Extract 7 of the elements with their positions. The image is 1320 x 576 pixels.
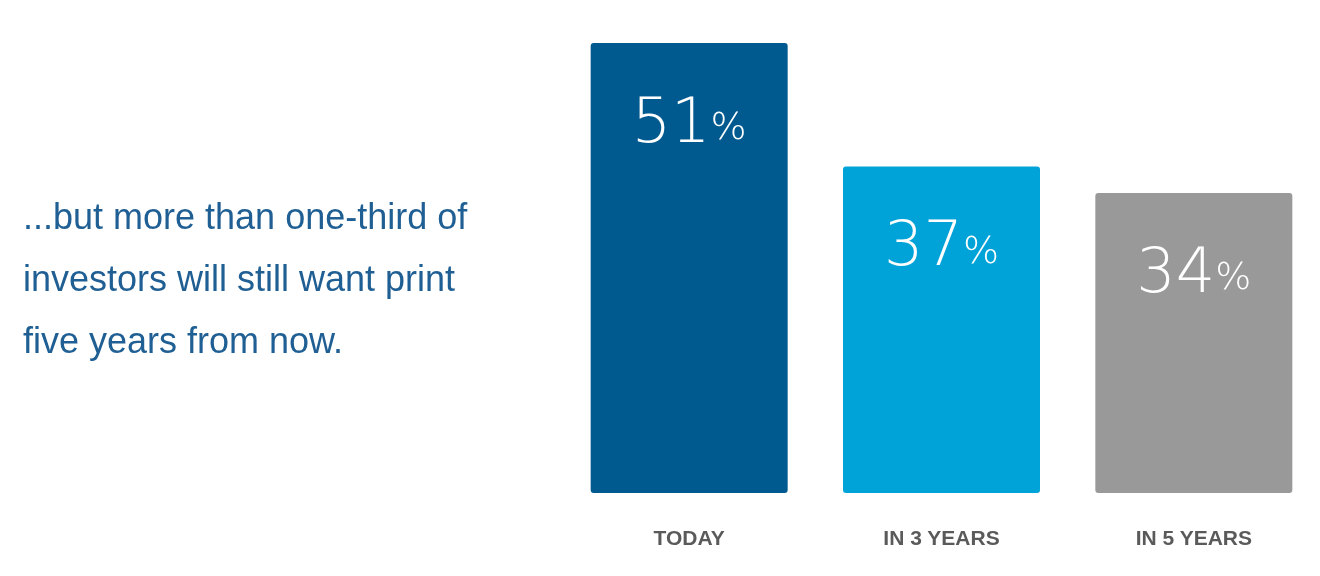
x-tick-label: IN 5 YEARS xyxy=(1135,526,1252,549)
data-label: 34% xyxy=(1136,233,1252,307)
x-tick-label: IN 3 YEARS xyxy=(883,526,1000,549)
text: ...but more than one-third of investors will still want print five years from now. xyxy=(23,195,478,361)
x-tick-label: TODAY xyxy=(653,526,725,549)
data-label: 37% xyxy=(883,207,999,281)
data-label: 51% xyxy=(631,83,747,157)
